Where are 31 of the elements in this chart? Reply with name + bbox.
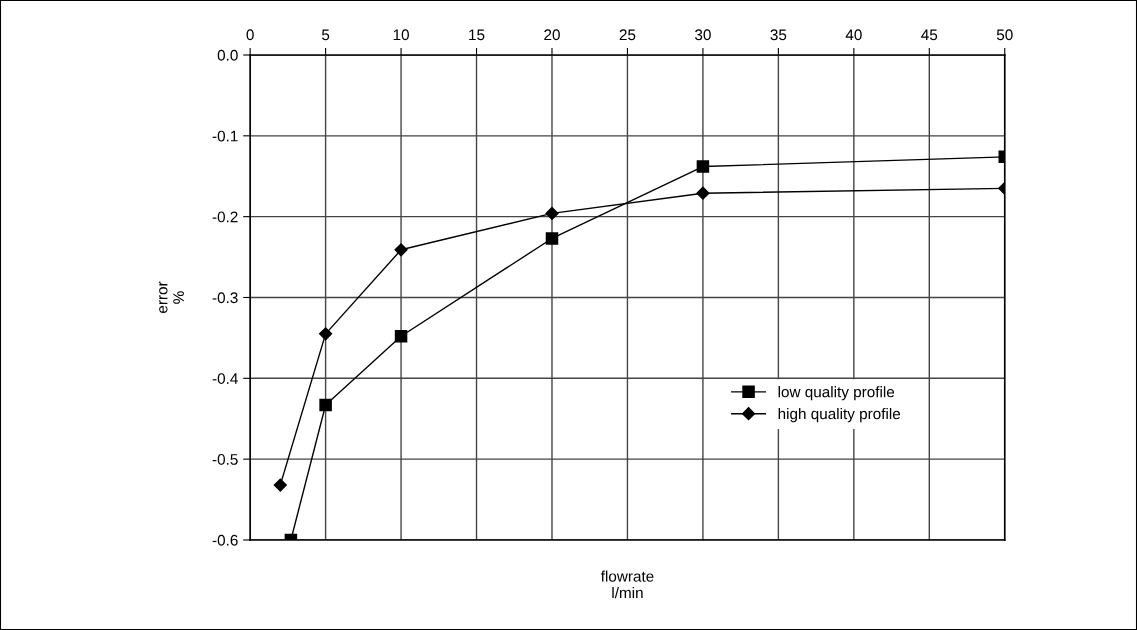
x-tick-label: 5: [321, 29, 330, 41]
point: [545, 232, 559, 245]
point: [394, 330, 408, 343]
x-tick-label: 10: [393, 29, 409, 41]
x-tick-label: 30: [695, 29, 711, 41]
legend-label: high quality profile: [778, 408, 901, 423]
x-tick-label: 45: [921, 29, 938, 41]
y-tick-label: -0.3: [212, 292, 238, 304]
point: [545, 206, 559, 221]
point: [696, 160, 710, 173]
y-tick-label: -0.6: [212, 534, 238, 546]
point: [273, 478, 287, 492]
y-tick-label: 0.0: [217, 49, 238, 61]
y-tick-label: -0.5: [212, 454, 238, 465]
point: [696, 186, 710, 200]
x-tick-label: 0: [246, 29, 254, 41]
point: [319, 327, 333, 341]
y-tick-label: -0.4: [212, 373, 238, 384]
point: [319, 398, 332, 412]
x-tick-label: 20: [544, 29, 560, 41]
x-tick-label: 50: [996, 29, 1013, 41]
y-tick-label: -0.2: [212, 211, 238, 223]
x-tick-label: 15: [469, 29, 485, 41]
point: [394, 243, 408, 257]
x-tick-label: 40: [845, 29, 862, 41]
x-tick-label: 25: [619, 29, 636, 41]
y-axis-title: error %: [159, 281, 184, 313]
y-tick-label: -0.1: [212, 130, 238, 142]
x-tick-label: 35: [770, 29, 787, 41]
legend-label: low quality profile: [778, 386, 895, 401]
x-axis-title: flowrate l/min: [600, 570, 654, 599]
